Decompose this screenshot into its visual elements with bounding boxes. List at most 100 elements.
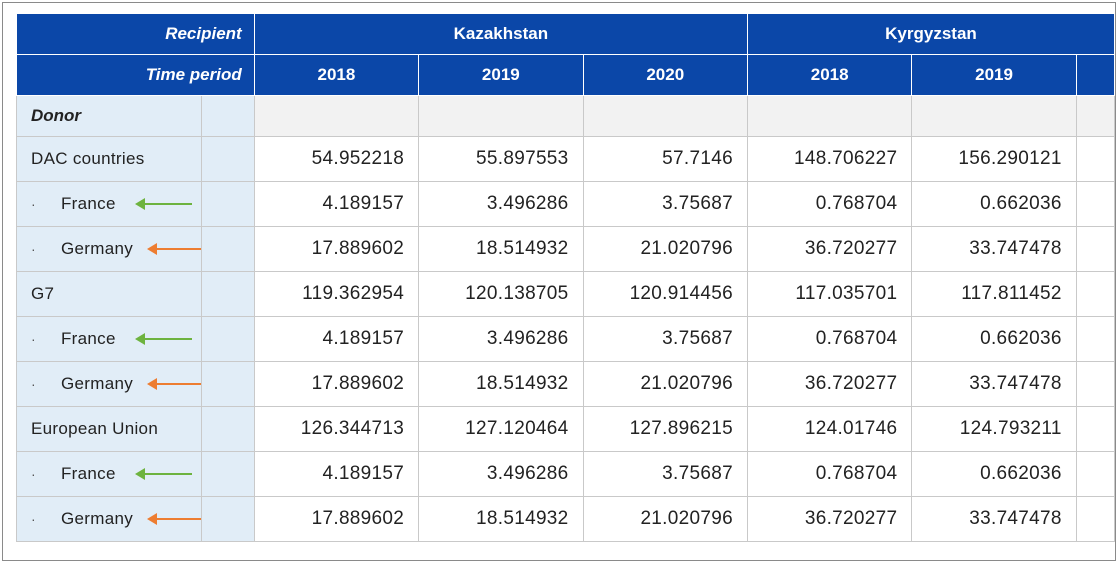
recipient-header-row: Recipient Kazakhstan Kyrgyzstan (16, 13, 1115, 55)
orange-arrow-icon (147, 243, 201, 255)
value-cell: 126.344713 (253, 406, 420, 452)
value-cell: 4.189157 (253, 451, 420, 497)
spacer-cell (200, 136, 255, 182)
value-cell: 36.720277 (746, 496, 913, 542)
green-arrow-icon (135, 333, 192, 345)
value-cell: 17.889602 (253, 226, 420, 272)
spacer-cell (200, 271, 255, 317)
overflow-cell (1075, 181, 1115, 227)
value-cell: 21.020796 (582, 361, 748, 407)
value-cell: 21.020796 (582, 496, 748, 542)
donor-name[interactable]: European Union (16, 406, 202, 452)
recipient-kyrgyzstan[interactable]: Kyrgyzstan (746, 13, 1115, 55)
overflow-cell (1075, 496, 1115, 542)
value-cell: 33.747478 (911, 361, 1077, 407)
value-cell: 117.035701 (746, 271, 913, 317)
donor-header-row: Donor (16, 95, 1115, 137)
recipient-kazakhstan[interactable]: Kazakhstan (253, 13, 748, 55)
empty-cell (1075, 95, 1115, 137)
table-row: European Union 126.344713 127.120464 127.89… (16, 406, 1115, 452)
donor-name[interactable]: DAC countries (16, 136, 202, 182)
donor-sub-name[interactable]: · France (16, 316, 202, 362)
table-row: · Germany 17.889602 18.514932 21.020796 36.72… (16, 226, 1115, 272)
donor-name-label: France (61, 464, 116, 483)
green-arrow-icon (135, 198, 192, 210)
empty-cell (911, 95, 1077, 137)
value-cell: 3.496286 (418, 451, 584, 497)
time-period-header-row: Time period 2018 2019 2020 2018 2019 (16, 54, 1115, 96)
empty-cell (582, 95, 748, 137)
value-cell: 0.662036 (911, 181, 1077, 227)
table-row: G7 119.362954 120.138705 120.914456 117.0357… (16, 271, 1115, 317)
table-row: DAC countries 54.952218 55.897553 57.7146 14… (16, 136, 1115, 182)
bullet-marker: · (31, 511, 36, 527)
bullet-marker: · (31, 241, 36, 257)
table-row: · France 4.189157 3.496286 3.75687 0.768704 0.… (16, 451, 1115, 497)
table-row: · France 4.189157 3.496286 3.75687 0.768704 0.… (16, 181, 1115, 227)
value-cell: 0.768704 (746, 181, 913, 227)
value-cell: 0.662036 (911, 451, 1077, 497)
donor-sub-name[interactable]: · France (16, 181, 202, 227)
value-cell: 4.189157 (253, 181, 420, 227)
value-cell: 18.514932 (418, 226, 584, 272)
value-cell: 3.496286 (418, 316, 584, 362)
empty-cell (418, 95, 584, 137)
spacer-cell (200, 181, 255, 227)
value-cell: 36.720277 (746, 361, 913, 407)
value-cell: 120.138705 (418, 271, 584, 317)
spacer-cell (200, 451, 255, 497)
donor-label: Donor (16, 95, 202, 137)
value-cell: 17.889602 (253, 496, 420, 542)
spacer-cell (200, 406, 255, 452)
donor-sub-name[interactable]: · Germany (16, 361, 202, 407)
donor-name-label: Germany (61, 509, 134, 528)
time-period-label: Time period (16, 54, 255, 96)
value-cell: 21.020796 (582, 226, 748, 272)
year-header[interactable]: 2019 (911, 54, 1077, 96)
year-header[interactable]: 2020 (582, 54, 748, 96)
donor-sub-name[interactable]: · Germany (16, 496, 202, 542)
bullet-marker: · (31, 196, 36, 212)
data-table: Recipient Kazakhstan Kyrgyzstan Time per… (16, 13, 1115, 542)
value-cell: 36.720277 (746, 226, 913, 272)
spacer-cell (200, 226, 255, 272)
orange-arrow-icon (147, 513, 201, 525)
table-row: · Germany 17.889602 18.514932 21.020796 36.72… (16, 496, 1115, 542)
spacer-cell (200, 496, 255, 542)
value-cell: 127.896215 (582, 406, 748, 452)
year-header[interactable]: 2018 (746, 54, 913, 96)
value-cell: 0.768704 (746, 316, 913, 362)
donor-name-label: G7 (31, 284, 55, 303)
value-cell: 127.120464 (418, 406, 584, 452)
empty-cell (746, 95, 913, 137)
value-cell: 54.952218 (253, 136, 420, 182)
overflow-cell (1075, 406, 1115, 452)
value-cell: 3.75687 (582, 316, 748, 362)
donor-name[interactable]: G7 (16, 271, 202, 317)
overflow-cell (1075, 316, 1115, 362)
donor-name-label: DAC countries (31, 149, 145, 168)
value-cell: 33.747478 (911, 496, 1077, 542)
value-cell: 117.811452 (911, 271, 1077, 317)
spacer-cell (200, 95, 255, 137)
overflow-cell (1075, 226, 1115, 272)
donor-sub-name[interactable]: · Germany (16, 226, 202, 272)
value-cell: 148.706227 (746, 136, 913, 182)
table-row: · Germany 17.889602 18.514932 21.020796 36.72… (16, 361, 1115, 407)
orange-arrow-icon (147, 378, 201, 390)
recipient-label: Recipient (16, 13, 255, 55)
overflow-cell (1075, 361, 1115, 407)
donor-sub-name[interactable]: · France (16, 451, 202, 497)
overflow-cell (1075, 451, 1115, 497)
value-cell: 55.897553 (418, 136, 584, 182)
donor-name-label: France (61, 194, 116, 213)
value-cell: 18.514932 (418, 361, 584, 407)
value-cell: 120.914456 (582, 271, 748, 317)
value-cell: 33.747478 (911, 226, 1077, 272)
year-header[interactable]: 2018 (253, 54, 420, 96)
empty-cell (253, 95, 420, 137)
year-header[interactable]: 2019 (418, 54, 584, 96)
donor-name-label: European Union (31, 419, 159, 438)
donor-name-label: Germany (61, 374, 134, 393)
